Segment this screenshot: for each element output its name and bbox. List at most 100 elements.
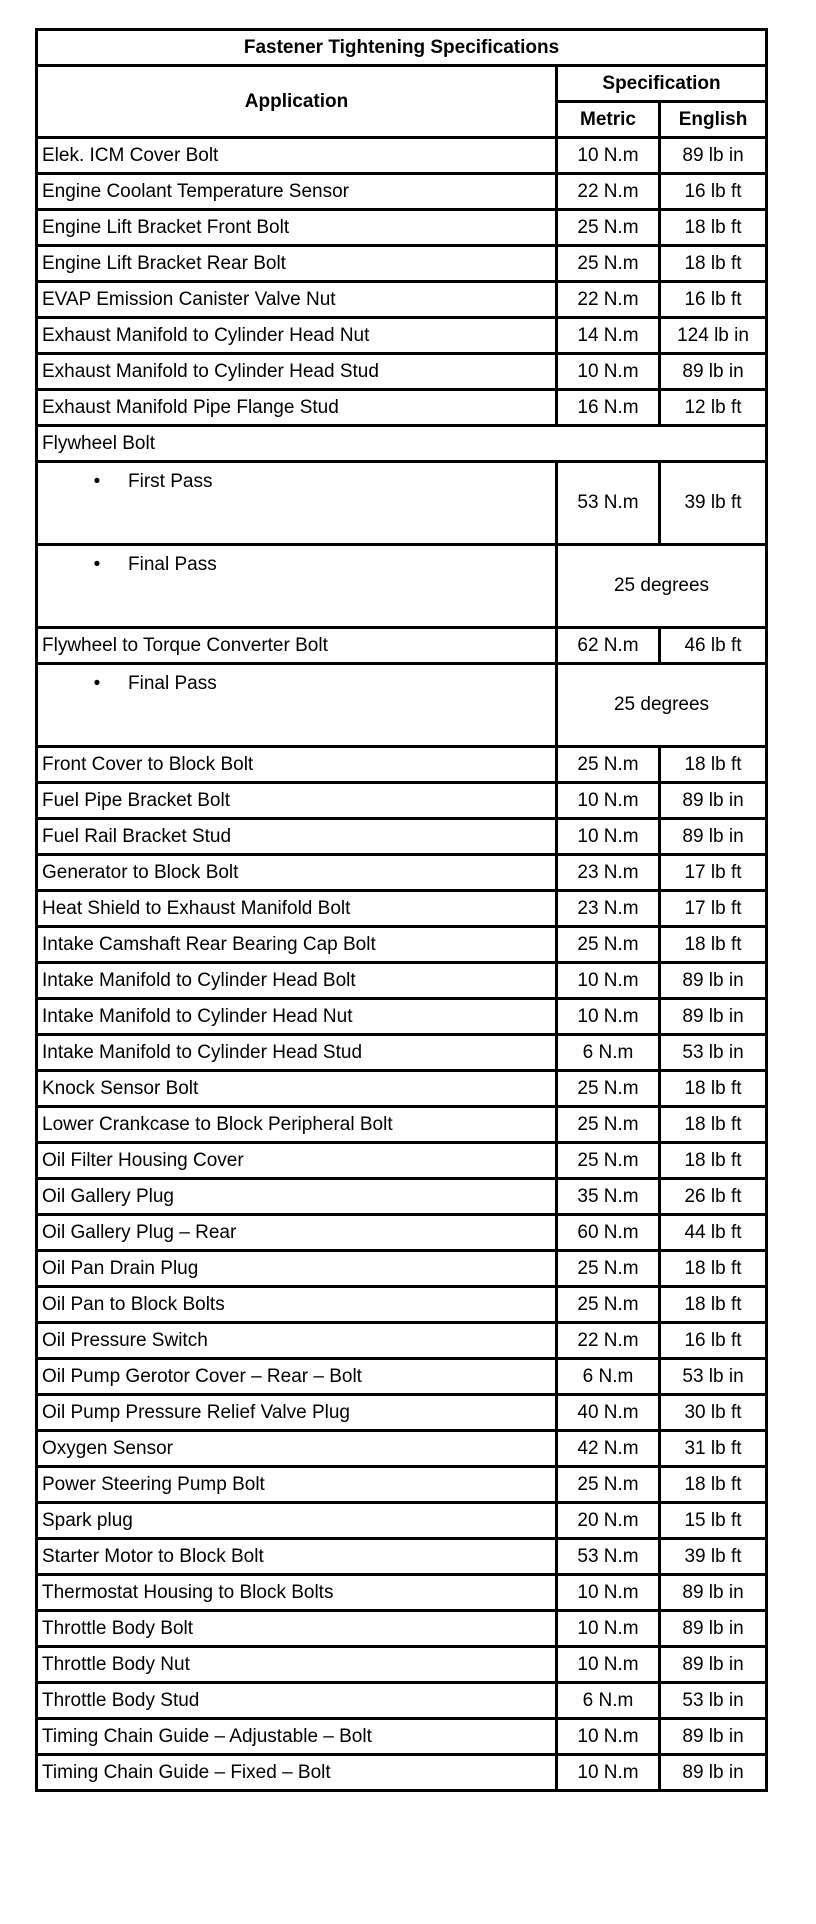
fastener-spec-table: Fastener Tightening Specifications Appli… xyxy=(34,28,769,1792)
english-cell: 89 lb in xyxy=(657,1573,769,1612)
metric-cell: 10 N.m xyxy=(555,1573,661,1612)
table-row: Exhaust Manifold Pipe Flange Stud 16 N.m 1… xyxy=(35,388,769,427)
metric-cell: 53 N.m xyxy=(555,460,661,546)
english-cell: 18 lb ft xyxy=(657,745,769,784)
english-cell: 44 lb ft xyxy=(657,1213,769,1252)
english-cell: 53 lb in xyxy=(657,1033,769,1072)
metric-cell: 10 N.m xyxy=(555,961,661,1000)
bullet-icon: • xyxy=(93,673,101,694)
application-label: Final Pass xyxy=(128,673,217,694)
metric-cell: 60 N.m xyxy=(555,1213,661,1252)
metric-cell: 6 N.m xyxy=(555,1033,661,1072)
header-specification: Specification xyxy=(554,64,769,103)
english-cell: 89 lb in xyxy=(657,1609,769,1648)
english-cell: 39 lb ft xyxy=(657,460,769,546)
table-row: Engine Lift Bracket Front Bolt 25 N.m 18 l… xyxy=(35,208,769,247)
application-cell: Timing Chain Guide – Adjustable – Bolt xyxy=(35,1717,558,1756)
table-row: Front Cover to Block Bolt 25 N.m 18 lb ft xyxy=(35,745,769,784)
application-cell: Oil Filter Housing Cover xyxy=(35,1141,558,1180)
application-cell: Intake Camshaft Rear Bearing Cap Bolt xyxy=(35,925,558,964)
metric-cell: 25 N.m xyxy=(555,1069,661,1108)
english-cell: 89 lb in xyxy=(657,136,769,175)
english-cell: 18 lb ft xyxy=(657,1141,769,1180)
english-cell: 89 lb in xyxy=(657,1645,769,1684)
bullet-icon: • xyxy=(93,554,101,575)
english-cell: 16 lb ft xyxy=(657,1321,769,1360)
metric-cell: 25 N.m xyxy=(555,1285,661,1324)
table-row: Throttle Body Nut 10 N.m 89 lb in xyxy=(35,1645,769,1684)
application-cell: Engine Lift Bracket Rear Bolt xyxy=(35,244,558,283)
application-cell: Oil Pump Gerotor Cover – Rear – Bolt xyxy=(35,1357,558,1396)
table-row: Oil Pump Gerotor Cover – Rear – Bolt 6 N.… xyxy=(35,1357,769,1396)
english-cell: 18 lb ft xyxy=(657,925,769,964)
metric-cell: 25 N.m xyxy=(555,1105,661,1144)
application-cell: Exhaust Manifold to Cylinder Head Stud xyxy=(35,352,558,391)
metric-cell: 42 N.m xyxy=(555,1429,661,1468)
english-cell: 30 lb ft xyxy=(657,1393,769,1432)
metric-cell: 25 N.m xyxy=(555,745,661,784)
table-row: Flywheel to Torque Converter Bolt 62 N.m 4… xyxy=(35,626,769,665)
table-row: Intake Manifold to Cylinder Head Nut 10 N… xyxy=(35,997,769,1036)
application-cell: Engine Coolant Temperature Sensor xyxy=(35,172,558,211)
table-row: Timing Chain Guide – Adjustable – Bolt 10… xyxy=(35,1717,769,1756)
english-cell: 89 lb in xyxy=(657,781,769,820)
english-cell: 18 lb ft xyxy=(657,208,769,247)
english-cell: 39 lb ft xyxy=(657,1537,769,1576)
table-row: Oxygen Sensor 42 N.m 31 lb ft xyxy=(35,1429,769,1468)
header-application: Application xyxy=(35,64,558,139)
application-cell: Starter Motor to Block Bolt xyxy=(35,1537,558,1576)
metric-cell: 10 N.m xyxy=(555,1753,661,1792)
table-row: Engine Lift Bracket Rear Bolt 25 N.m 18 lb… xyxy=(35,244,769,283)
table-row: Intake Manifold to Cylinder Head Bolt 10 … xyxy=(35,961,769,1000)
metric-cell: 25 N.m xyxy=(555,1249,661,1288)
metric-cell: 10 N.m xyxy=(555,1717,661,1756)
table-row: • Final Pass 25 degrees xyxy=(35,662,769,748)
application-cell: Throttle Body Bolt xyxy=(35,1609,558,1648)
metric-cell: 6 N.m xyxy=(555,1357,661,1396)
metric-cell: 20 N.m xyxy=(555,1501,661,1540)
table-row: • Final Pass 25 degrees xyxy=(35,543,769,629)
english-cell: 89 lb in xyxy=(657,817,769,856)
application-cell: Oil Pan to Block Bolts xyxy=(35,1285,558,1324)
english-cell: 18 lb ft xyxy=(657,1465,769,1504)
table-row: Oil Pump Pressure Relief Valve Plug 40 N.… xyxy=(35,1393,769,1432)
english-cell: 89 lb in xyxy=(657,997,769,1036)
application-cell: Throttle Body Nut xyxy=(35,1645,558,1684)
application-label: First Pass xyxy=(128,471,213,492)
english-cell: 89 lb in xyxy=(657,1717,769,1756)
metric-cell: 25 N.m xyxy=(555,925,661,964)
header-metric: Metric xyxy=(555,100,661,139)
english-cell: 18 lb ft xyxy=(657,1249,769,1288)
application-cell: Intake Manifold to Cylinder Head Bolt xyxy=(35,961,558,1000)
english-cell: 53 lb in xyxy=(657,1681,769,1720)
application-cell: Throttle Body Stud xyxy=(35,1681,558,1720)
metric-cell: 10 N.m xyxy=(555,352,661,391)
metric-cell: 6 N.m xyxy=(555,1681,661,1720)
application-cell: Thermostat Housing to Block Bolts xyxy=(35,1573,558,1612)
english-cell: 53 lb in xyxy=(657,1357,769,1396)
english-cell: 16 lb ft xyxy=(657,172,769,211)
table-row: Throttle Body Bolt 10 N.m 89 lb in xyxy=(35,1609,769,1648)
table-row: Exhaust Manifold to Cylinder Head Stud 10… xyxy=(35,352,769,391)
application-cell: EVAP Emission Canister Valve Nut xyxy=(35,280,558,319)
english-cell: 89 lb in xyxy=(657,352,769,391)
table-row: Oil Pan Drain Plug 25 N.m 18 lb ft xyxy=(35,1249,769,1288)
table-row: Oil Gallery Plug 35 N.m 26 lb ft xyxy=(35,1177,769,1216)
application-cell: • Final Pass xyxy=(35,662,558,748)
application-cell: Oil Pressure Switch xyxy=(35,1321,558,1360)
application-cell: Timing Chain Guide – Fixed – Bolt xyxy=(35,1753,558,1792)
metric-cell: 10 N.m xyxy=(555,817,661,856)
application-cell: Oil Pump Pressure Relief Valve Plug xyxy=(35,1393,558,1432)
table-row: Intake Camshaft Rear Bearing Cap Bolt 25 … xyxy=(35,925,769,964)
english-cell: 16 lb ft xyxy=(657,280,769,319)
application-cell: Intake Manifold to Cylinder Head Stud xyxy=(35,1033,558,1072)
metric-cell: 40 N.m xyxy=(555,1393,661,1432)
application-cell: Oil Gallery Plug xyxy=(35,1177,558,1216)
metric-cell: 53 N.m xyxy=(555,1537,661,1576)
table-row: Flywheel Bolt xyxy=(34,424,769,463)
metric-cell: 10 N.m xyxy=(555,781,661,820)
table-row: Throttle Body Stud 6 N.m 53 lb in xyxy=(35,1681,769,1720)
header-english: English xyxy=(657,100,769,139)
application-cell: Intake Manifold to Cylinder Head Nut xyxy=(35,997,558,1036)
metric-cell: 25 N.m xyxy=(555,208,661,247)
